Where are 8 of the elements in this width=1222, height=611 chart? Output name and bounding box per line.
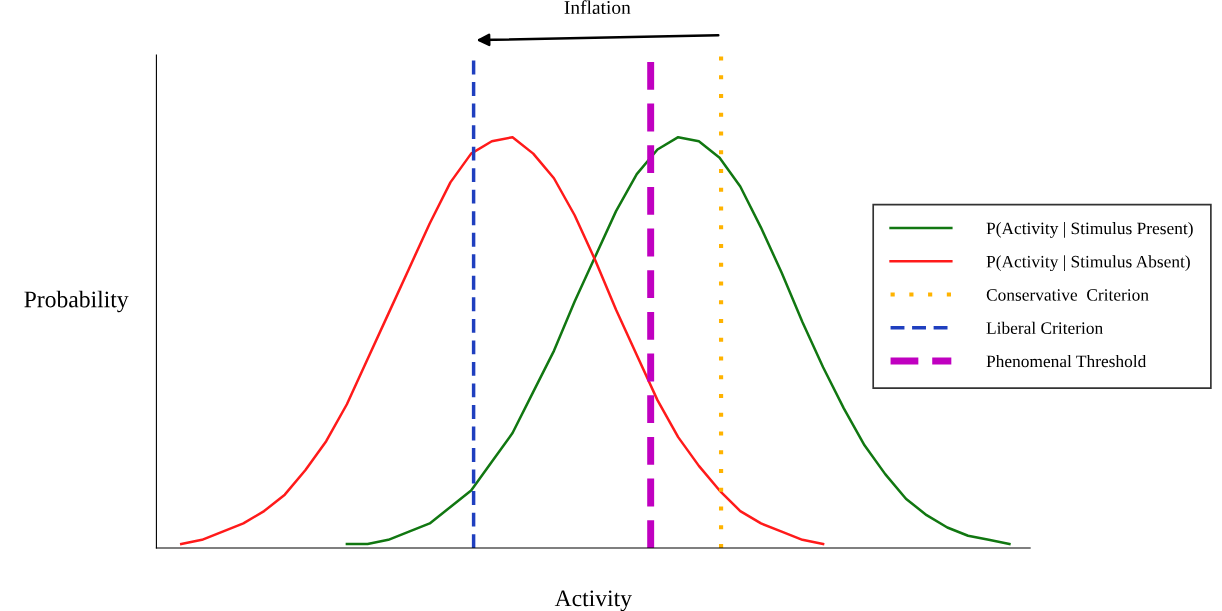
- text: Inflation: [564, 0, 631, 15]
- text: Phenomenal Threshold: [986, 354, 1147, 368]
- y-axis-title: Probability: [24, 290, 129, 313]
- text: Liberal Criterion: [986, 321, 1103, 334]
- x-axis-title: Activity: [554, 590, 632, 611]
- legend-label: P(Activity | Stimulus Present): [986, 222, 1193, 238]
- text: Conservative Criterion: [986, 289, 1149, 301]
- legend-label: P(Activity | Stimulus Absent): [986, 255, 1190, 272]
